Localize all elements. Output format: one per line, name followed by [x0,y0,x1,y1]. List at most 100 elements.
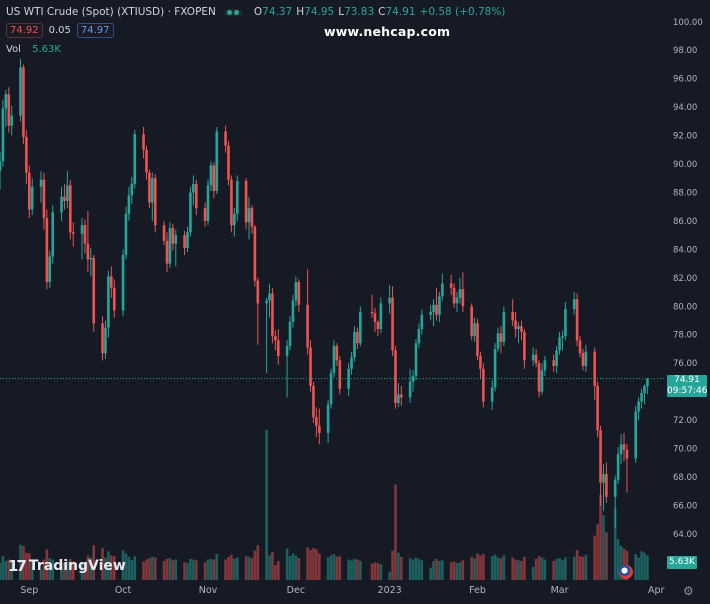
volume-bar [555,558,558,580]
volume-bar [379,564,383,580]
volume-bar [51,559,55,580]
candle-body [473,323,476,337]
sell-price-button[interactable]: 74.92 [6,23,43,38]
volume-bar [235,557,239,580]
candle-body [613,479,617,497]
volume-legend[interactable]: Vol 5.63K [6,44,61,55]
candle-body [637,401,640,412]
volume-bar [458,562,462,580]
volume-bar [370,563,374,580]
candle [212,162,216,199]
candle-body [63,196,66,201]
candle [531,347,535,367]
volume-bar [359,560,362,580]
change-value: +0.58 (+0.78%) [419,6,506,18]
volume-bar [63,562,66,580]
volume-bar [171,560,175,580]
candle [183,230,186,256]
candle [30,178,34,216]
volume-bar [376,562,380,580]
volume-bar [227,556,230,580]
x-tick-label: Dec [287,585,305,596]
volume-bar [253,550,257,580]
candle-body [572,299,576,310]
status-dots-icon[interactable] [223,8,242,16]
candle [274,330,277,351]
candle-body [482,368,485,402]
candle-body [420,314,424,330]
candle [479,351,482,379]
candle [7,87,11,133]
volume-bar [80,562,84,580]
candle-body [523,331,526,361]
volume-bar [83,562,87,580]
y-tick-label: 70.00 [673,445,697,455]
volume-bar [514,559,517,580]
candle [288,316,292,351]
y-tick-label: 68.00 [673,473,697,483]
gear-icon[interactable]: ⚙ [683,584,694,598]
volume-bar [417,558,421,580]
y-tick-label: 86.00 [673,217,697,227]
volume-value: 5.63K [32,44,61,55]
flag-icon[interactable] [619,565,633,579]
candle [309,340,312,392]
tradingview-logo[interactable]: 17 TradingView [8,557,126,575]
candle-body [338,360,342,389]
volume-bar [277,560,280,580]
volume-bar [429,567,432,580]
volume-bar [133,556,137,580]
candle [233,208,236,237]
volume-bar [356,559,359,580]
candle [60,186,63,221]
candle-body [42,179,46,219]
volume-bar [482,554,485,580]
volume-bar [584,554,588,580]
candle-body [517,326,520,330]
volume-bar [212,559,216,580]
candle-body [441,283,444,297]
candle [441,273,444,301]
buy-price-button[interactable]: 74.97 [76,23,114,38]
candle [315,407,318,438]
volume-bar [256,545,260,580]
x-tick-label: Feb [469,585,486,596]
candle-body [80,225,84,234]
candle-body [599,430,602,483]
candle-body [458,289,462,298]
candle-body [92,257,96,324]
volume-bar [291,553,295,580]
y-tick-label: 98.00 [673,46,697,56]
volume-bar [388,571,391,580]
candle [256,277,260,345]
candle [206,179,210,226]
candle-body [584,351,588,366]
volume-bar [637,557,640,580]
candle [370,294,374,318]
candle-body [142,134,145,150]
candle [558,331,561,355]
candle [476,319,479,361]
candle [45,209,49,290]
candle [584,344,588,372]
symbol-title[interactable]: US WTI Crude (Spot) (XTIUSD) · FXOPEN [6,6,216,18]
candle [543,356,547,376]
volume-bar [39,569,43,580]
candle [312,381,315,423]
candle [523,329,526,369]
volume-bar [397,552,400,580]
candle [461,272,465,312]
candle-body [19,67,22,116]
candle-body [438,296,441,315]
candle-body [540,370,544,392]
candle [646,378,649,395]
candle [502,306,506,347]
candle-body [596,385,599,431]
candle-body [499,333,503,342]
candle-body [230,179,233,226]
candle [397,383,400,408]
candle-body [60,196,63,213]
candle-body [306,304,309,348]
